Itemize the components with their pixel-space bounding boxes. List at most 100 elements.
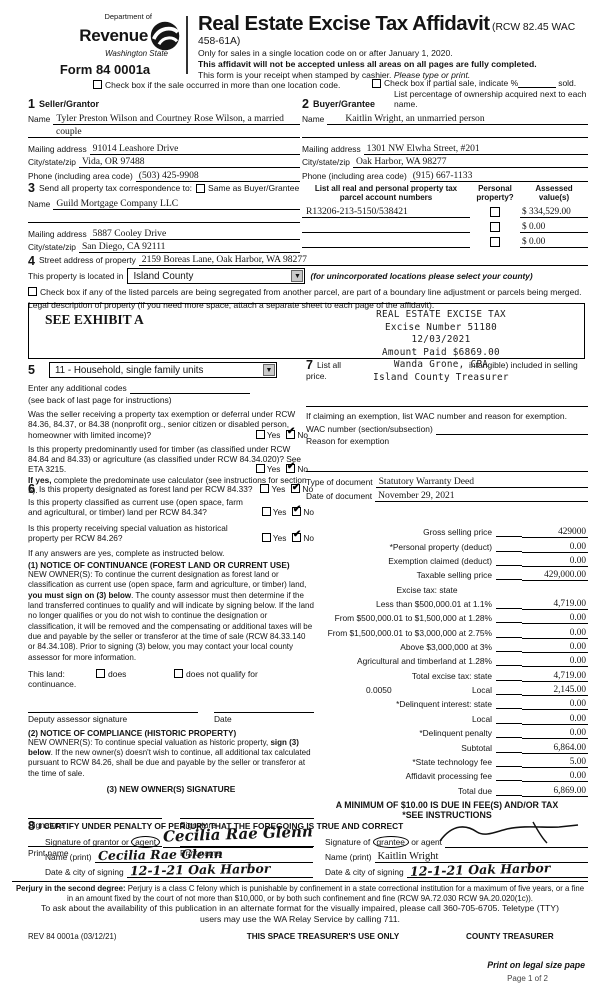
segregated-checkbox[interactable] xyxy=(28,287,37,296)
exemption-no-checkbox[interactable] xyxy=(286,427,296,439)
does-not-checkbox[interactable] xyxy=(174,669,183,679)
no-label: No xyxy=(302,484,314,494)
tax-value: 0.00 xyxy=(522,771,588,783)
grantor-print-field[interactable]: Cecilia Rae Glenn xyxy=(94,846,313,863)
tax-label: Above $3,000,000 at 3% xyxy=(400,642,492,653)
tax-label: From $1,500,000.01 to $3,000,000 at 2.75… xyxy=(327,627,492,638)
grantor-date-field[interactable]: 12-1-21 Oak Harbor xyxy=(126,861,313,878)
street-address-value[interactable]: 2159 Boreas Lane, Oak Harbor, WA 98277 xyxy=(138,254,588,266)
current-use-question-text: Is this property classified as current u… xyxy=(28,497,243,518)
doc-type-value[interactable]: Statutory Warranty Deed xyxy=(375,476,588,488)
assessed-value-3[interactable]: $ 0.00 xyxy=(520,237,588,248)
tax-row-gross: Gross selling price 429000 xyxy=(306,524,588,539)
county-dropdown[interactable]: Island County ▼ xyxy=(127,268,306,284)
personal-property-list-field[interactable] xyxy=(306,381,588,407)
grantee-signature-field[interactable] xyxy=(444,847,588,848)
deputy-date-field[interactable] xyxy=(214,701,314,713)
tax-row-tier2: From $500,000.01 to $1,500,000 at 1.28% 0… xyxy=(306,610,588,625)
grantee-signature-label-a: Signature of xyxy=(325,837,373,847)
current-use-no-checkbox[interactable] xyxy=(292,505,302,517)
tax-row-affidavit-fee: Affidavit processing fee 0.00 xyxy=(306,768,588,783)
chevron-down-icon[interactable]: ▼ xyxy=(262,364,275,376)
corr-mailing-value[interactable]: 5887 Cooley Drive xyxy=(89,228,300,240)
assessed-value-2[interactable]: $ 0.00 xyxy=(520,222,588,233)
multi-location-checkbox[interactable] xyxy=(93,80,102,89)
buyer-csz-value[interactable]: Oak Harbor, WA 98277 xyxy=(352,156,588,168)
exemption-yes-checkbox[interactable] xyxy=(255,429,265,439)
does-label: does xyxy=(108,668,127,679)
exhibit-text: SEE EXHIBIT A xyxy=(45,312,144,327)
section-3-number: 3 xyxy=(28,181,35,195)
historic-yes-checkbox[interactable] xyxy=(261,532,271,542)
timber-no-checkbox[interactable] xyxy=(286,462,296,474)
grantor-signature-label-agent: agent xyxy=(131,836,161,848)
parcel-number-value-2[interactable] xyxy=(302,231,470,233)
doc-date-value[interactable]: November 29, 2021 xyxy=(375,490,588,502)
tax-row-subtotal: Subtotal 6,864.00 xyxy=(306,739,588,754)
assessed-value-1[interactable]: $ 334,529.00 xyxy=(520,207,588,218)
corr-name-blank-line[interactable] xyxy=(28,222,300,223)
title-rcw-ref: (RCW 82.45 WAC 458-61A) xyxy=(198,22,576,47)
personal-property-checkbox-1[interactable] xyxy=(490,206,500,217)
same-as-buyer-checkbox[interactable] xyxy=(196,184,206,193)
tax-value: 0.00 xyxy=(522,714,588,725)
header-note-3b: Please type or print. xyxy=(393,69,471,80)
seller-name-value[interactable]: Tyler Preston Wilson and Courtney Rose W… xyxy=(53,113,300,125)
section-6-number: 6 xyxy=(28,482,35,496)
timber-question: Is this property predominantly used for … xyxy=(28,444,308,475)
grantor-signature-label-a: Signature of grantor or xyxy=(45,837,132,847)
new-owner-signature-field-1[interactable] xyxy=(28,807,162,820)
stamp-line-3: 12/03/2021 xyxy=(411,334,471,346)
tax-value: 4,719.00 xyxy=(522,599,588,611)
title-block: Real Estate Excise Tax Affidavit (RCW 82… xyxy=(198,12,590,80)
legal-description-box: SEE EXHIBIT A xyxy=(28,303,585,359)
signature-label: Signature xyxy=(28,820,64,831)
stamp-line-5: Wanda Grone, CPA xyxy=(393,359,489,371)
grantor-print-label: Name (print) xyxy=(45,852,92,862)
forest-no-checkbox[interactable] xyxy=(291,482,301,493)
new-owner-print-field-1[interactable] xyxy=(28,835,162,848)
tax-label: Exemption claimed (deduct) xyxy=(388,556,492,567)
footer-row: REV 84 0001a (03/12/21) THIS SPACE TREAS… xyxy=(28,932,588,941)
does-checkbox[interactable] xyxy=(96,669,105,679)
corr-name-value[interactable]: Guild Mortgage Company LLC xyxy=(53,198,300,210)
section-7-number: 7 xyxy=(306,358,313,372)
seller-name-value-2[interactable]: couple xyxy=(28,126,300,138)
timber-yes-checkbox[interactable] xyxy=(255,464,265,474)
partial-sale-checkbox[interactable] xyxy=(372,79,381,88)
seller-mailing-value[interactable]: 91014 Leashore Drive xyxy=(89,143,300,155)
parcel-number-value-3[interactable] xyxy=(302,246,470,248)
perjury-notice: Perjury in the second degree: Perjury is… xyxy=(12,881,588,903)
grantor-signature-field[interactable] xyxy=(163,847,313,848)
buyer-phone-value[interactable]: (915) 667-1133 xyxy=(409,170,588,182)
tax-label: Taxable selling price xyxy=(416,570,492,581)
grantee-date-field[interactable]: 12-1-21 Oak Harbor xyxy=(406,860,588,879)
buyer-mailing-value[interactable]: 1301 NW Elwha Street, #201 xyxy=(363,143,588,155)
personal-property-checkbox-3[interactable] xyxy=(490,236,500,247)
partial-sale-percent-field[interactable] xyxy=(518,79,557,88)
seller-csz-value[interactable]: Vida, OR 97488 xyxy=(78,156,300,168)
buyer-name-value[interactable]: Kaitlin Wright, an unmarried person xyxy=(327,113,588,125)
tax-label: Excise tax: state xyxy=(396,584,458,595)
buyer-name-blank-line[interactable] xyxy=(302,137,588,138)
personal-property-checkbox-2[interactable] xyxy=(490,221,500,232)
current-use-yes-checkbox[interactable] xyxy=(261,507,271,517)
wac-number-field[interactable] xyxy=(435,434,588,435)
new-owner-signature-field-2[interactable] xyxy=(180,807,314,820)
use-code-dropdown[interactable]: 11 - Household, single family units ▼ xyxy=(48,362,277,378)
parcel-number-value[interactable]: R13206-213-5150/538421 xyxy=(302,206,470,218)
deputy-assessor-signature-field[interactable] xyxy=(28,701,198,713)
reason-exemption-field[interactable] xyxy=(306,446,588,472)
forest-yes-checkbox[interactable] xyxy=(260,484,270,493)
tax-value: 0.00 xyxy=(522,613,588,625)
section-3-intro: Send all property tax correspondence to: xyxy=(38,183,193,193)
exemption-question: Was the seller receiving a property tax … xyxy=(28,409,308,440)
new-owner-print-field-2[interactable] xyxy=(180,835,314,848)
header-divider xyxy=(186,16,188,74)
chevron-down-icon[interactable]: ▼ xyxy=(291,270,304,282)
seller-phone-value[interactable]: (503) 425-9908 xyxy=(135,170,300,182)
historic-no-checkbox[interactable] xyxy=(292,530,302,542)
corr-csz-value[interactable]: San Diego, CA 92111 xyxy=(78,241,300,253)
additional-codes-field[interactable] xyxy=(129,393,250,394)
